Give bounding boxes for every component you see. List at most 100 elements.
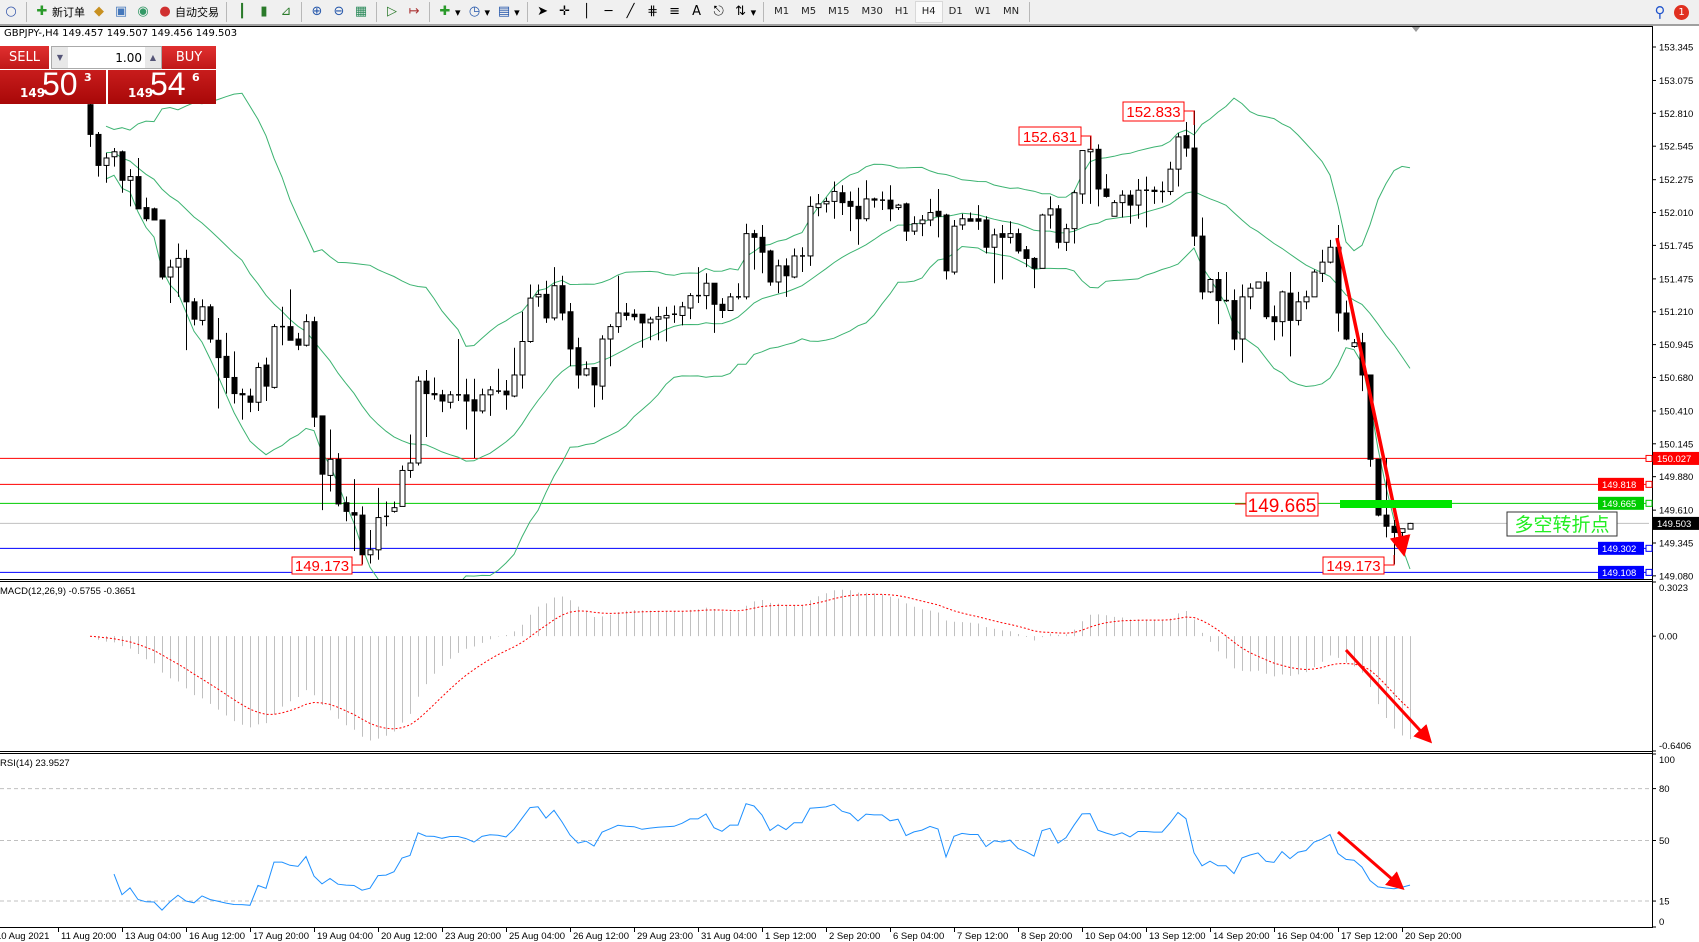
label-152631[interactable]: 152.631 <box>1018 126 1092 150</box>
candle[interactable] <box>1351 339 1358 348</box>
timeframe-h1[interactable]: H1 <box>894 6 909 17</box>
candle[interactable] <box>151 207 158 221</box>
candle[interactable] <box>1111 200 1118 217</box>
candle[interactable] <box>783 258 790 297</box>
candle[interactable] <box>751 229 758 270</box>
candle[interactable] <box>727 293 734 311</box>
candle[interactable] <box>327 429 334 492</box>
candle[interactable] <box>1231 289 1238 351</box>
candle[interactable] <box>887 185 894 222</box>
candle[interactable] <box>303 314 310 347</box>
line-handle[interactable] <box>1645 499 1653 507</box>
candle[interactable] <box>319 415 326 511</box>
candle[interactable] <box>239 388 246 420</box>
timeframe-h4[interactable]: H4 <box>914 1 943 23</box>
candle[interactable] <box>871 197 878 208</box>
line-handle[interactable] <box>1645 454 1653 462</box>
timeframe-d1[interactable]: D1 <box>948 6 963 17</box>
candle[interactable] <box>959 213 966 230</box>
candle[interactable] <box>991 228 998 284</box>
candle[interactable] <box>927 198 934 227</box>
candle[interactable] <box>456 339 461 402</box>
sell-button[interactable]: SELL <box>0 46 49 69</box>
candle[interactable] <box>1167 161 1174 196</box>
chart-shift-button[interactable]: ↦ <box>403 1 425 23</box>
line-handle[interactable] <box>1645 544 1653 552</box>
candle[interactable] <box>807 196 814 266</box>
candle[interactable] <box>447 391 454 409</box>
candle[interactable] <box>983 216 990 254</box>
candle[interactable] <box>271 324 278 389</box>
candle[interactable] <box>1023 246 1030 268</box>
candle[interactable] <box>823 197 830 213</box>
candle[interactable] <box>471 378 478 459</box>
metaeditor-button[interactable]: ◆ <box>88 1 110 23</box>
candle[interactable] <box>1127 190 1134 224</box>
timeframe-m5[interactable]: M5 <box>801 6 817 17</box>
buy-price[interactable]: 149 54 6 <box>108 66 216 104</box>
candle[interactable] <box>127 169 134 207</box>
candle[interactable] <box>496 368 501 394</box>
candle[interactable] <box>647 316 654 341</box>
candle[interactable] <box>280 306 285 346</box>
candle[interactable] <box>800 247 805 273</box>
candle[interactable] <box>1319 249 1326 282</box>
candle[interactable] <box>295 332 302 351</box>
candle[interactable] <box>935 188 942 238</box>
candle[interactable] <box>1343 300 1350 341</box>
cursor-tool[interactable]: ➤ <box>532 1 554 23</box>
main-trend-arrow[interactable] <box>1335 237 1411 557</box>
candle[interactable] <box>167 259 174 304</box>
zoom-in-button[interactable]: ⊕ <box>306 1 328 23</box>
candle[interactable] <box>1031 257 1038 289</box>
candle[interactable] <box>111 148 118 167</box>
candle[interactable] <box>255 362 262 411</box>
candle[interactable] <box>1191 110 1198 247</box>
candle[interactable] <box>903 202 910 242</box>
line-handle[interactable] <box>1645 480 1653 488</box>
candle[interactable] <box>287 289 294 341</box>
candle[interactable] <box>415 376 422 466</box>
candle[interactable] <box>943 213 950 280</box>
candle[interactable] <box>815 193 822 217</box>
candle[interactable] <box>384 501 389 527</box>
candle[interactable] <box>1103 174 1110 198</box>
buy-button[interactable]: BUY <box>162 46 216 69</box>
candle[interactable] <box>575 337 582 389</box>
candle[interactable] <box>439 389 446 413</box>
candle[interactable] <box>1095 144 1102 207</box>
candle[interactable] <box>1199 217 1206 300</box>
candle[interactable] <box>951 219 958 275</box>
candle[interactable] <box>463 378 470 430</box>
candle[interactable] <box>607 324 614 367</box>
candle[interactable] <box>119 150 126 193</box>
candle[interactable] <box>135 157 142 210</box>
candle[interactable] <box>231 351 238 404</box>
candle[interactable] <box>191 298 198 326</box>
search-button[interactable]: ⚲ <box>1649 1 1671 23</box>
candle[interactable] <box>1079 150 1086 204</box>
candle[interactable] <box>311 316 318 428</box>
candle[interactable] <box>1119 190 1126 218</box>
candle[interactable] <box>615 275 622 333</box>
candle[interactable] <box>567 303 574 367</box>
candle[interactable] <box>1295 291 1302 326</box>
pivot-text-label[interactable]: 多空转折点 <box>1506 511 1618 537</box>
horizontal-line-tool[interactable]: ─ <box>598 1 620 23</box>
candle[interactable] <box>159 219 166 280</box>
candle[interactable] <box>863 180 870 222</box>
new-order-button[interactable]: ✚ 新订单 <box>31 1 88 23</box>
lot-input[interactable] <box>68 50 145 65</box>
candle[interactable] <box>215 317 222 409</box>
candle[interactable] <box>1183 122 1190 157</box>
candle[interactable] <box>175 243 182 297</box>
timeframe-w1[interactable]: W1 <box>974 6 991 17</box>
candle[interactable] <box>1015 228 1022 254</box>
candle[interactable] <box>967 212 974 222</box>
candle[interactable] <box>143 197 150 222</box>
candle[interactable] <box>880 191 885 211</box>
candle[interactable] <box>1063 223 1070 251</box>
candle[interactable] <box>1407 522 1414 530</box>
label-149173-left[interactable]: 149.173 <box>291 555 363 575</box>
